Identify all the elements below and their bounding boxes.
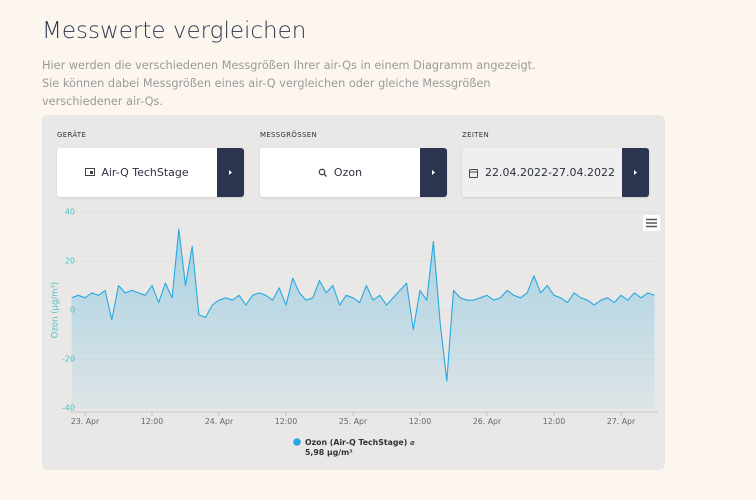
selector-label: ZEITEN <box>462 131 490 139</box>
x-tick-label: 24. Apr <box>205 417 234 426</box>
measure-selector[interactable]: Ozon <box>260 148 447 197</box>
description: Hier werden die verschiedenen Messgrößen… <box>42 59 536 108</box>
legend-marker <box>293 438 301 446</box>
legend-series: Ozon (Air-Q TechStage) <box>305 438 407 447</box>
legend-average: 5,98 µg/m³ <box>305 448 353 457</box>
selector-value: Ozon <box>333 166 363 179</box>
y-tick-label: 20 <box>65 257 75 266</box>
time-selector[interactable]: 22.04.2022-27.04.2022 <box>462 148 649 197</box>
x-tick-label: 12:00 <box>409 417 432 426</box>
y-tick-label: 40 <box>65 208 75 217</box>
x-tick-label: 12:00 <box>275 417 298 426</box>
legend-average-symbol: ⌀ <box>410 438 415 447</box>
y-axis-title: Ozon (µg/m³) <box>51 282 61 338</box>
y-tick-label: -20 <box>62 355 75 364</box>
icon <box>85 168 96 176</box>
icon <box>432 170 435 175</box>
x-tick-label: 25. Apr <box>339 417 368 426</box>
x-tick-label: 26. Apr <box>473 417 502 426</box>
x-tick-label: 23. Apr <box>71 417 100 426</box>
y-tick-label: -40 <box>62 404 75 413</box>
x-tick-label: 27. Apr <box>607 417 636 426</box>
icon <box>229 170 232 175</box>
icon <box>469 168 479 178</box>
icon <box>318 168 327 177</box>
selector-value: Air-Q TechStage <box>101 166 189 179</box>
selector-label: GERÄTE <box>57 131 87 139</box>
selector-button[interactable] <box>217 148 244 197</box>
selector-value: 22.04.2022-27.04.2022 <box>485 166 615 179</box>
page-title: Messwerte vergleichen <box>42 18 307 44</box>
legend-label: Ozon (Air-Q TechStage) ⌀ <box>305 438 415 447</box>
selector-button[interactable] <box>622 148 649 197</box>
x-tick-label: 12:00 <box>141 417 164 426</box>
device-selector[interactable]: Air-Q TechStage <box>57 148 244 197</box>
x-tick-label: 12:00 <box>543 417 566 426</box>
selector-button[interactable] <box>420 148 447 197</box>
menu-icon[interactable] <box>643 215 660 231</box>
area-fill <box>71 229 655 408</box>
selector-label: MESSGRÖSSEN <box>260 131 317 139</box>
line <box>71 228 655 382</box>
icon <box>634 170 637 175</box>
